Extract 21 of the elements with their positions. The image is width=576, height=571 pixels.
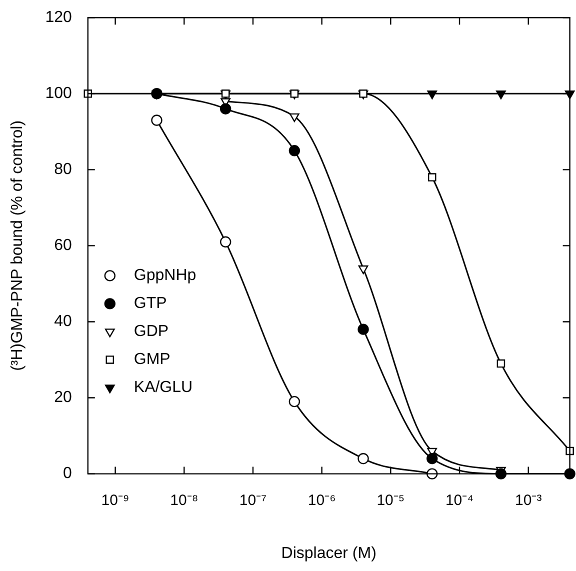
y-tick-label: 40 xyxy=(54,313,72,330)
legend-label: GMP xyxy=(134,351,170,368)
x-tick-label: 10⁻⁵ xyxy=(376,492,405,509)
y-tick-label: 60 xyxy=(54,237,72,254)
x-axis-title: Displacer (M) xyxy=(281,544,376,562)
y-axis-title: (³H)GMP-PNP bound (% of control) xyxy=(9,120,26,371)
y-tick-label: 80 xyxy=(54,161,72,178)
x-tick-label: 10⁻⁷ xyxy=(239,492,267,509)
x-tick-label: 10⁻⁴ xyxy=(445,492,474,509)
x-tick-label: 10⁻⁸ xyxy=(170,492,198,509)
x-tick-label: 10⁻³ xyxy=(515,492,542,509)
y-tick-label: 20 xyxy=(54,389,72,406)
y-tick-label: 0 xyxy=(62,465,72,482)
legend-label: GppNHp xyxy=(134,267,196,284)
x-tick-label: 10⁻⁶ xyxy=(308,492,336,509)
x-tick-label: 10⁻⁹ xyxy=(101,492,130,509)
legend-label: KA/GLU xyxy=(134,379,193,396)
legend-label: GTP xyxy=(134,295,167,312)
y-tick-label: 100 xyxy=(45,85,72,102)
legend-label: GDP xyxy=(134,323,169,340)
y-tick-label: 120 xyxy=(45,9,72,26)
